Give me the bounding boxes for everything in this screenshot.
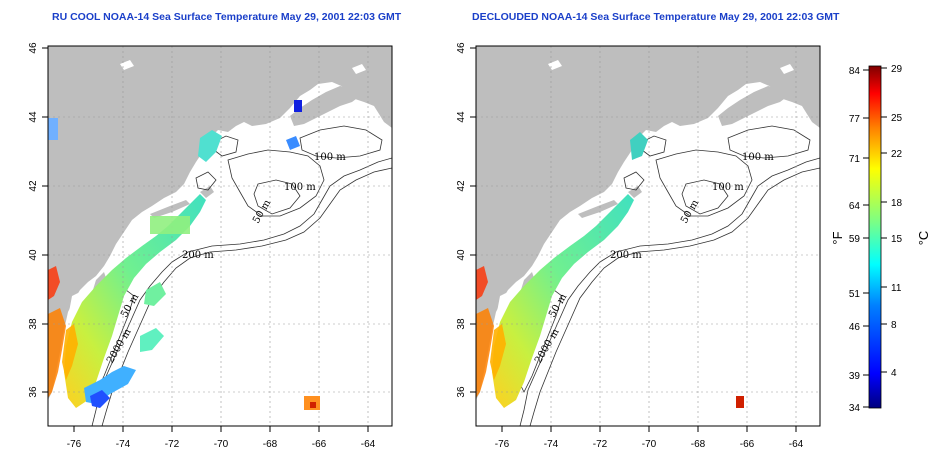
lon-tick-label: -64 — [789, 439, 804, 450]
colorbar-f-tick: 77 — [849, 114, 861, 125]
colorbar-f-tick: 39 — [849, 371, 861, 382]
colorbar-c-tick: 15 — [891, 234, 903, 245]
lat-tick-label: 44 — [456, 111, 467, 123]
lat-tick-label: 38 — [456, 318, 467, 330]
lat-tick-label: 46 — [456, 42, 467, 54]
right-sst-spots — [630, 132, 744, 408]
lat-tick-label: 46 — [28, 42, 39, 54]
lat-tick-label: 40 — [456, 249, 467, 261]
lon-tick-label: -74 — [116, 439, 131, 450]
lat-tick-label: 44 — [28, 111, 39, 123]
contour-label: 200 m — [610, 250, 642, 261]
lat-tick-label: 38 — [28, 318, 39, 330]
left-map-title: RU COOL NOAA-14 Sea Surface Temperature … — [52, 11, 402, 23]
lon-tick-label: -76 — [495, 439, 510, 450]
colorbar-c-tick: 29 — [891, 64, 903, 75]
colorbar — [863, 65, 887, 409]
lat-tick-label: 40 — [28, 249, 39, 261]
contour-label: 100 m — [284, 182, 316, 193]
lat-tick-label: 42 — [456, 180, 467, 192]
left-map-panel: 100 m 100 m 50 m 200 m 50 m 2000 m — [47, 45, 393, 427]
lat-tick-label: 42 — [28, 180, 39, 192]
contour-label: 100 m — [314, 152, 346, 163]
colorbar-f-tick: 34 — [849, 403, 861, 414]
colorbar-c-tick: 8 — [891, 320, 897, 331]
lon-tick-label: -76 — [67, 439, 82, 450]
contour-label: 200 m — [182, 250, 214, 261]
lon-tick-label: -64 — [361, 439, 376, 450]
colorbar-f-tick: 64 — [849, 201, 861, 212]
left-axes — [42, 47, 369, 432]
colorbar-c-tick: 4 — [891, 368, 897, 379]
lon-tick-label: -72 — [165, 439, 180, 450]
colorbar-f-tick: 59 — [849, 234, 861, 245]
colorbar-f-tick: 46 — [849, 322, 861, 333]
lon-tick-label: -70 — [642, 439, 657, 450]
lon-tick-label: -68 — [691, 439, 706, 450]
right-map-panel: 100 m 100 m 50 m 200 m 50 m 2000 m — [475, 45, 821, 427]
colorbar-f-tick: 84 — [849, 66, 861, 77]
colorbar-c-tick: 11 — [891, 283, 902, 294]
contour-label: 100 m — [742, 152, 774, 163]
right-map-title: DECLOUDED NOAA-14 Sea Surface Temperatur… — [472, 11, 840, 23]
colorbar-c-tick: 25 — [891, 113, 903, 124]
lon-tick-label: -70 — [214, 439, 229, 450]
left-sst-noise — [48, 100, 320, 410]
colorbar-f-tick: 51 — [849, 289, 861, 300]
contour-label: 100 m — [712, 182, 744, 193]
right-map-frame — [475, 45, 821, 427]
lat-tick-label: 36 — [28, 386, 39, 398]
lon-tick-label: -72 — [593, 439, 608, 450]
lon-tick-label: -66 — [740, 439, 755, 450]
colorbar-f-tick: 71 — [849, 154, 861, 165]
lat-tick-label: 36 — [456, 386, 467, 398]
lon-tick-label: -68 — [263, 439, 278, 450]
colorbar-c-tick: 22 — [891, 149, 903, 160]
celsius-unit-label: °C — [916, 231, 931, 246]
fahrenheit-unit-label: °F — [830, 231, 845, 244]
right-axes — [470, 47, 797, 432]
lon-tick-label: -66 — [312, 439, 327, 450]
lon-tick-label: -74 — [544, 439, 559, 450]
colorbar-c-tick: 18 — [891, 198, 903, 209]
left-map-frame — [47, 45, 393, 427]
